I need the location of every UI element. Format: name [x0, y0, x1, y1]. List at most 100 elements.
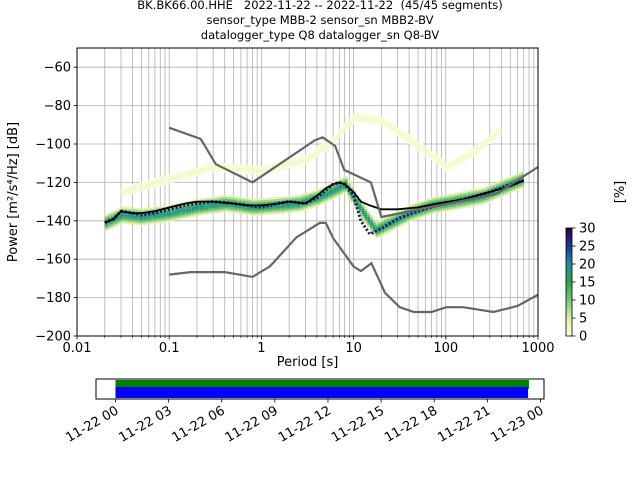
density-cell [240, 164, 243, 167]
density-cell [425, 210, 429, 213]
density-cell [168, 219, 172, 222]
density-cell [283, 200, 287, 203]
density-cell [484, 197, 488, 200]
density-cell [252, 208, 256, 211]
density-cell [179, 174, 182, 177]
density-cell [351, 122, 355, 125]
density-cell [242, 172, 246, 175]
density-cell [120, 192, 124, 195]
density-cell [414, 214, 418, 216]
density-cell [204, 170, 208, 173]
density-cell [161, 177, 165, 180]
series-line-nlnm [169, 221, 538, 314]
density-cell [171, 180, 175, 183]
density-cell [411, 205, 415, 208]
density-cell [321, 143, 324, 146]
density-cell [174, 216, 178, 219]
density-cell [278, 169, 281, 172]
density-cell [415, 145, 418, 148]
density-cell [463, 158, 466, 161]
density-cell [280, 209, 284, 212]
density-cell [389, 225, 393, 228]
density-cell [501, 183, 505, 186]
density-cell [308, 193, 312, 196]
density-cell [110, 211, 114, 214]
density-cell [445, 205, 449, 208]
density-cell [311, 200, 315, 203]
density-cell [126, 187, 129, 190]
density-cell [141, 215, 144, 218]
density-cell [227, 210, 231, 213]
density-cell [263, 205, 267, 208]
density-cell [437, 164, 441, 167]
density-cell [224, 210, 228, 213]
density-cell [372, 234, 376, 237]
density-cell [501, 179, 505, 182]
density-cell [141, 189, 144, 192]
density-cell [442, 196, 446, 199]
density-cell [291, 210, 295, 213]
density-cell [407, 140, 411, 142]
density-cell [295, 162, 299, 165]
density-cell [241, 210, 245, 213]
density-cell [432, 156, 436, 159]
density-cell [214, 166, 218, 169]
density-cell [219, 162, 223, 165]
density-cell [143, 217, 147, 220]
density-cell [255, 173, 258, 176]
density-cell [382, 118, 385, 121]
density-cell [369, 116, 373, 119]
density-cell [415, 141, 418, 144]
density-cell [404, 140, 408, 143]
density-cell [166, 182, 170, 185]
density-cell [289, 195, 292, 198]
density-cell [333, 140, 337, 143]
density-cell [420, 204, 424, 207]
density-cell [224, 194, 228, 197]
density-cell [451, 208, 454, 211]
density-cell [459, 207, 463, 209]
density-cell [250, 170, 253, 173]
density-cell [233, 203, 237, 206]
density-cell [339, 128, 342, 131]
density-cell [437, 195, 440, 198]
density-cell [270, 163, 274, 166]
density-cell [155, 216, 158, 218]
density-cell [323, 143, 327, 146]
density-cell [291, 195, 295, 198]
density-cell [121, 208, 125, 211]
density-cell [386, 229, 390, 232]
density-cell [138, 221, 142, 224]
density-cell [283, 162, 286, 165]
density-cell [311, 156, 314, 159]
density-cell [186, 171, 190, 173]
density-cell [269, 212, 273, 215]
density-cell [381, 233, 385, 236]
density-cell [127, 216, 130, 219]
density-cell [498, 131, 502, 134]
density-cell [509, 179, 513, 182]
density-cell [372, 116, 375, 119]
density-cell [176, 179, 180, 182]
ppsd-axes: 0.01 0.1 1 10 100 1000−200−180−160−140−120−10… [6, 47, 555, 370]
density-cell [174, 174, 177, 177]
density-cell [298, 162, 302, 165]
density-cell [143, 219, 147, 222]
density-cell [311, 206, 315, 209]
density-cell [512, 186, 516, 189]
density-cell [216, 205, 220, 208]
density-cell [463, 152, 466, 155]
density-cell [219, 197, 223, 200]
density-cell [398, 219, 401, 222]
density-cell [347, 196, 351, 199]
density-cell [313, 150, 317, 153]
density-cell [233, 196, 237, 198]
density-cell [498, 193, 502, 196]
density-cell [427, 152, 431, 155]
density-cell [470, 199, 474, 202]
density-cell [317, 190, 320, 193]
density-cell [238, 210, 242, 213]
density-cell [374, 122, 378, 125]
density-cell [236, 206, 239, 208]
density-cell [210, 204, 214, 207]
